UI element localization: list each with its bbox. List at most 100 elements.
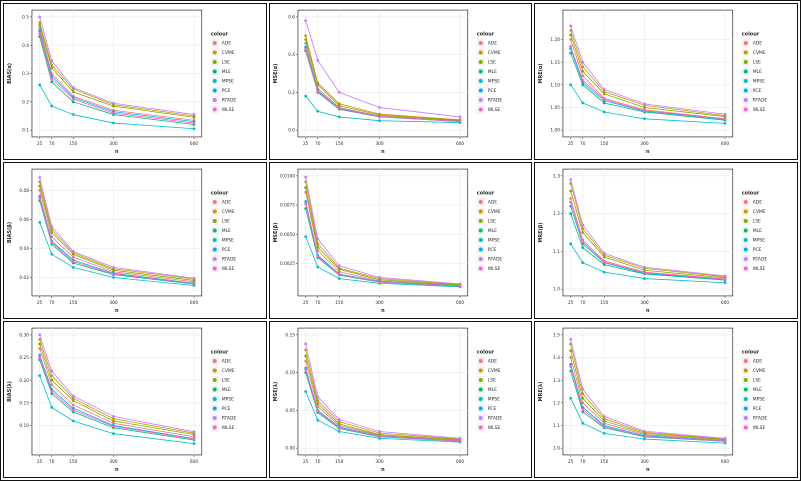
svg-text:0.6: 0.6: [288, 14, 295, 20]
series-point-LSE: [38, 23, 42, 27]
series-point-RTADE: [71, 86, 75, 90]
svg-text:0.30: 0.30: [19, 332, 29, 338]
series-point-RTADE: [569, 24, 573, 28]
svg-text:70: 70: [315, 300, 321, 306]
series-point-MPSE: [581, 421, 585, 425]
series-point-RTADE: [303, 342, 307, 346]
svg-text:MSE(λ): MSE(λ): [273, 382, 279, 402]
svg-text:25: 25: [37, 141, 43, 147]
series-point-RTADE: [603, 87, 606, 91]
svg-text:n: n: [115, 149, 119, 155]
legend-key-dot-MLE: [212, 387, 217, 392]
svg-text:300: 300: [109, 459, 117, 465]
series-point-WLSE: [192, 282, 196, 286]
series-point-MPSE: [303, 390, 307, 393]
svg-text:0.2: 0.2: [22, 99, 29, 105]
legend-key-dot-RTADE: [212, 256, 217, 261]
series-point-CVME: [38, 21, 42, 24]
series-point-WLSE: [112, 111, 115, 115]
svg-text:0.10: 0.10: [285, 370, 295, 376]
chart-svg: 0.0025 0.0050 0.0075 0.0100 25 70 150 300 600 n MS…: [273, 168, 502, 314]
legend-label-PCE: PCE: [222, 88, 231, 94]
series-point-MPSE: [581, 261, 585, 265]
svg-text:25: 25: [37, 300, 43, 306]
legend-key-dot-WLSE: [744, 266, 749, 271]
chart-svg: 0.02 0.04 0.06 0.08 25 70 150 300 600 n BIAS(β) col…: [7, 168, 236, 314]
series-point-WLSE: [377, 115, 381, 119]
series-point-MPSE: [50, 104, 54, 108]
svg-text:600: 600: [190, 459, 198, 465]
series-point-PCE: [303, 200, 307, 203]
series-point-LSE: [50, 231, 54, 234]
svg-text:600: 600: [190, 300, 198, 306]
svg-text:n: n: [381, 308, 385, 314]
series-point-WLSE: [581, 240, 585, 244]
svg-text:0.10: 0.10: [19, 423, 29, 429]
series-point-WLSE: [50, 77, 54, 81]
svg-text:0.02: 0.02: [19, 275, 29, 281]
series-point-MLE: [581, 246, 585, 250]
legend-title: colour: [742, 32, 760, 38]
legend-label-MLE: MLE: [222, 387, 231, 393]
legend-key-dot-PCE: [478, 247, 483, 252]
svg-text:MRE(λ): MRE(λ): [538, 382, 544, 402]
legend-key-dot-ADE: [212, 359, 217, 364]
panel-9-MRE(λ): 1.0 1.1 1.2 1.3 1.4 1.5 25 70 150 300 600 n MRE(λ) co…: [534, 321, 798, 478]
series-point-WLSE: [581, 408, 585, 412]
series-point-ADE: [581, 74, 585, 78]
series-point-CVME: [581, 65, 585, 69]
series-point-LSE: [581, 69, 585, 73]
series-point-LSE: [316, 245, 319, 249]
panel-6-MRE(β): 1.0 1.1 1.2 1.3 25 70 150 300 600 n MRE(β) colour AD…: [534, 162, 798, 319]
series-point-ADE: [112, 421, 115, 425]
chart-svg: 0.1 0.2 0.3 0.4 0.5 25 70 150 300 600 n BIAS(α) colo…: [7, 9, 236, 155]
legend-label-PCE: PCE: [487, 88, 496, 94]
series-point-WLSE: [192, 121, 196, 125]
legend-key-dot-PCE: [744, 406, 749, 411]
series-point-RTADE: [569, 178, 573, 182]
legend-key-dot-RTADE: [744, 256, 749, 261]
series-point-MPSE: [337, 115, 341, 119]
series-point-MLE: [569, 212, 573, 216]
series-point-RTADE: [723, 436, 727, 440]
series-point-MPSE: [643, 117, 647, 121]
series-point-MLE: [581, 410, 585, 414]
series-point-WLSE: [112, 272, 115, 276]
series-point-LSE: [303, 354, 307, 358]
legend-label-WLSE: WLSE: [222, 107, 235, 113]
series-point-RTADE: [192, 430, 196, 434]
legend-key-dot-CVME: [478, 50, 483, 55]
legend-label-LSE: LSE: [222, 219, 230, 225]
legend-key-dot-CVME: [478, 368, 483, 373]
svg-text:0.5: 0.5: [22, 14, 29, 20]
series-point-MPSE: [569, 83, 573, 87]
legend-label-PCE: PCE: [487, 247, 496, 253]
series-point-RTADE: [603, 251, 606, 255]
series-point-MLE: [50, 80, 54, 84]
legend-label-MPSE: MPSE: [222, 237, 234, 243]
series-point-LSE: [569, 349, 573, 353]
legend-key-dot-PCE: [744, 247, 749, 252]
series-point-RTADE: [303, 175, 307, 179]
svg-text:150: 150: [335, 300, 343, 306]
svg-text:600: 600: [456, 300, 464, 306]
svg-text:70: 70: [315, 459, 321, 465]
series-point-LSE: [316, 402, 319, 405]
series-point-MPSE: [38, 374, 42, 378]
series-point-WLSE: [316, 255, 319, 258]
series-point-LSE: [569, 189, 573, 193]
legend-key-dot-MPSE: [478, 238, 483, 242]
series-point-WLSE: [377, 280, 381, 284]
legend-label-MLE: MLE: [487, 387, 496, 393]
series-point-WLSE: [569, 365, 573, 368]
svg-text:1.5: 1.5: [553, 332, 560, 338]
series-point-RTADE: [643, 102, 647, 106]
svg-text:70: 70: [580, 141, 586, 147]
legend-title: colour: [211, 191, 229, 197]
legend-key-dot-MLE: [478, 69, 483, 74]
legend-key-dot-MPSE: [744, 397, 749, 401]
svg-text:150: 150: [600, 300, 608, 306]
series-point-WLSE: [192, 437, 196, 441]
svg-text:0.0075: 0.0075: [280, 203, 295, 209]
legend-key-dot-CVME: [744, 368, 749, 373]
